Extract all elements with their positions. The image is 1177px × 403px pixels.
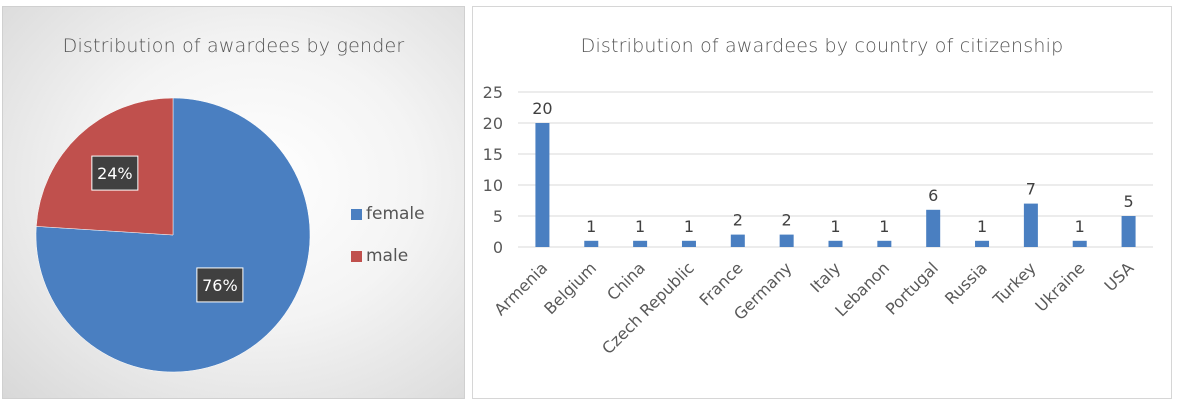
x-tick-label: Lebanon xyxy=(831,258,893,320)
bar-data-label: 2 xyxy=(733,211,743,230)
bar-data-label: 1 xyxy=(1075,217,1085,236)
x-tick-label: Italy xyxy=(806,258,844,296)
y-tick-label: 20 xyxy=(483,114,503,133)
x-tick-label: Portugal xyxy=(882,258,942,318)
x-tick-label: Russia xyxy=(941,258,991,308)
bar-data-label: 20 xyxy=(532,99,552,118)
bar-germany xyxy=(779,234,794,247)
gender-pie-chart-panel: Distribution of awardees by gender 76% 24… xyxy=(2,6,465,399)
bar-france xyxy=(730,234,745,247)
legend-swatch-male xyxy=(351,250,362,262)
bar-data-label: 2 xyxy=(782,211,792,230)
x-tick-label: Armenia xyxy=(490,258,551,319)
bar-portugal xyxy=(926,209,941,247)
pie-data-label-text: 76% xyxy=(202,276,238,295)
bar-china xyxy=(633,240,648,247)
bar-data-label: 1 xyxy=(879,217,889,236)
y-tick-label: 10 xyxy=(483,176,503,195)
bar-turkey xyxy=(1023,203,1038,247)
country-bar-chart-panel: Distribution of awardees by country of c… xyxy=(472,6,1172,399)
pie-chart-title: Distribution of awardees by gender xyxy=(62,35,405,57)
y-tick-label: 15 xyxy=(483,145,503,164)
bar-russia xyxy=(975,240,990,247)
bar-data-label: 1 xyxy=(586,217,596,236)
bar-italy xyxy=(828,240,843,247)
country-bar-chart: 051015202520Armenia1Belgium1China1Czech … xyxy=(483,83,1153,358)
pie-legend: female male xyxy=(351,204,425,288)
bar-armenia xyxy=(535,123,550,247)
pie-data-label-male: 24% xyxy=(91,155,139,191)
y-tick-label: 5 xyxy=(493,207,503,226)
bar-data-label: 1 xyxy=(830,217,840,236)
bar-data-label: 1 xyxy=(635,217,645,236)
bar-data-label: 5 xyxy=(1123,192,1133,211)
x-tick-label: China xyxy=(603,258,649,304)
bar-czech-republic xyxy=(681,240,696,247)
pie-data-label-text: 24% xyxy=(97,164,133,183)
y-tick-label: 25 xyxy=(483,83,503,102)
bar-usa xyxy=(1121,216,1136,247)
gender-pie-chart: 76% 24% xyxy=(35,97,311,373)
legend-item-female: female xyxy=(351,204,425,224)
bar-data-label: 7 xyxy=(1026,180,1036,199)
bar-data-label: 1 xyxy=(684,217,694,236)
x-tick-label: USA xyxy=(1101,258,1138,295)
bar-belgium xyxy=(584,240,599,247)
bar-chart-title: Distribution of awardees by country of c… xyxy=(580,35,1064,57)
legend-item-male: male xyxy=(351,246,425,266)
bar-data-label: 1 xyxy=(977,217,987,236)
legend-label-male: male xyxy=(366,246,409,266)
x-tick-label: Ukraine xyxy=(1031,258,1088,315)
legend-swatch-female xyxy=(351,208,362,220)
x-tick-label: Czech Republic xyxy=(598,258,698,358)
pie-slice-female xyxy=(35,97,311,373)
y-tick-label: 0 xyxy=(493,238,503,257)
bar-lebanon xyxy=(877,240,892,247)
pie-data-label-female: 76% xyxy=(196,267,244,303)
bar-data-label: 6 xyxy=(928,186,938,205)
x-tick-label: Belgium xyxy=(540,258,600,318)
bar-ukraine xyxy=(1072,240,1087,247)
legend-label-female: female xyxy=(366,204,425,224)
